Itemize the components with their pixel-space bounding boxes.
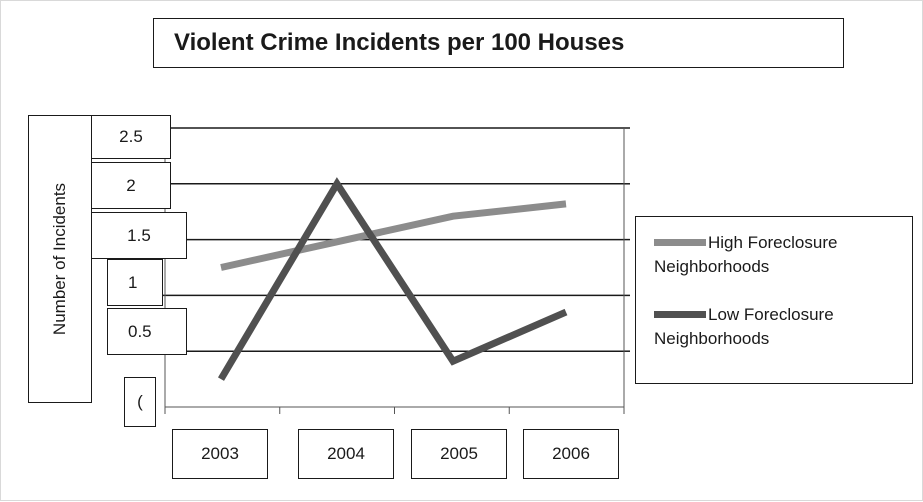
y-tick-label: 1.5 <box>91 212 187 259</box>
legend: High Foreclosure Neighborhoods Low Forec… <box>635 216 913 384</box>
series-line-low-foreclosure <box>217 177 568 381</box>
x-tick-label: 2005 <box>411 429 507 479</box>
legend-label-low-line1: Low Foreclosure <box>708 305 834 324</box>
legend-swatch-high <box>654 239 706 246</box>
legend-label-low-line2: Neighborhoods <box>654 329 770 348</box>
legend-label-high-line1: High Foreclosure <box>708 233 838 252</box>
y-tick-label: 1 <box>107 259 163 306</box>
chart-title: Violent Crime Incidents per 100 Houses <box>153 18 844 68</box>
x-tick-label: 2006 <box>523 429 619 479</box>
y-tick-label: ( <box>124 377 156 427</box>
y-tick-label: 0.5 <box>107 308 187 355</box>
legend-swatch-low <box>654 311 706 318</box>
y-tick-label: 2 <box>91 162 171 209</box>
grid-lines <box>151 127 624 352</box>
x-tick-label: 2004 <box>298 429 394 479</box>
series-lines <box>217 177 568 381</box>
legend-label-high-line2: Neighborhoods <box>654 257 770 276</box>
y-axis-label: Number of Incidents <box>50 182 69 336</box>
y-axis-label-box: Number of Incidents <box>28 115 92 403</box>
series-line-high-foreclosure <box>220 200 567 271</box>
x-tick-label: 2003 <box>172 429 268 479</box>
y-tick-label: 2.5 <box>91 115 171 159</box>
